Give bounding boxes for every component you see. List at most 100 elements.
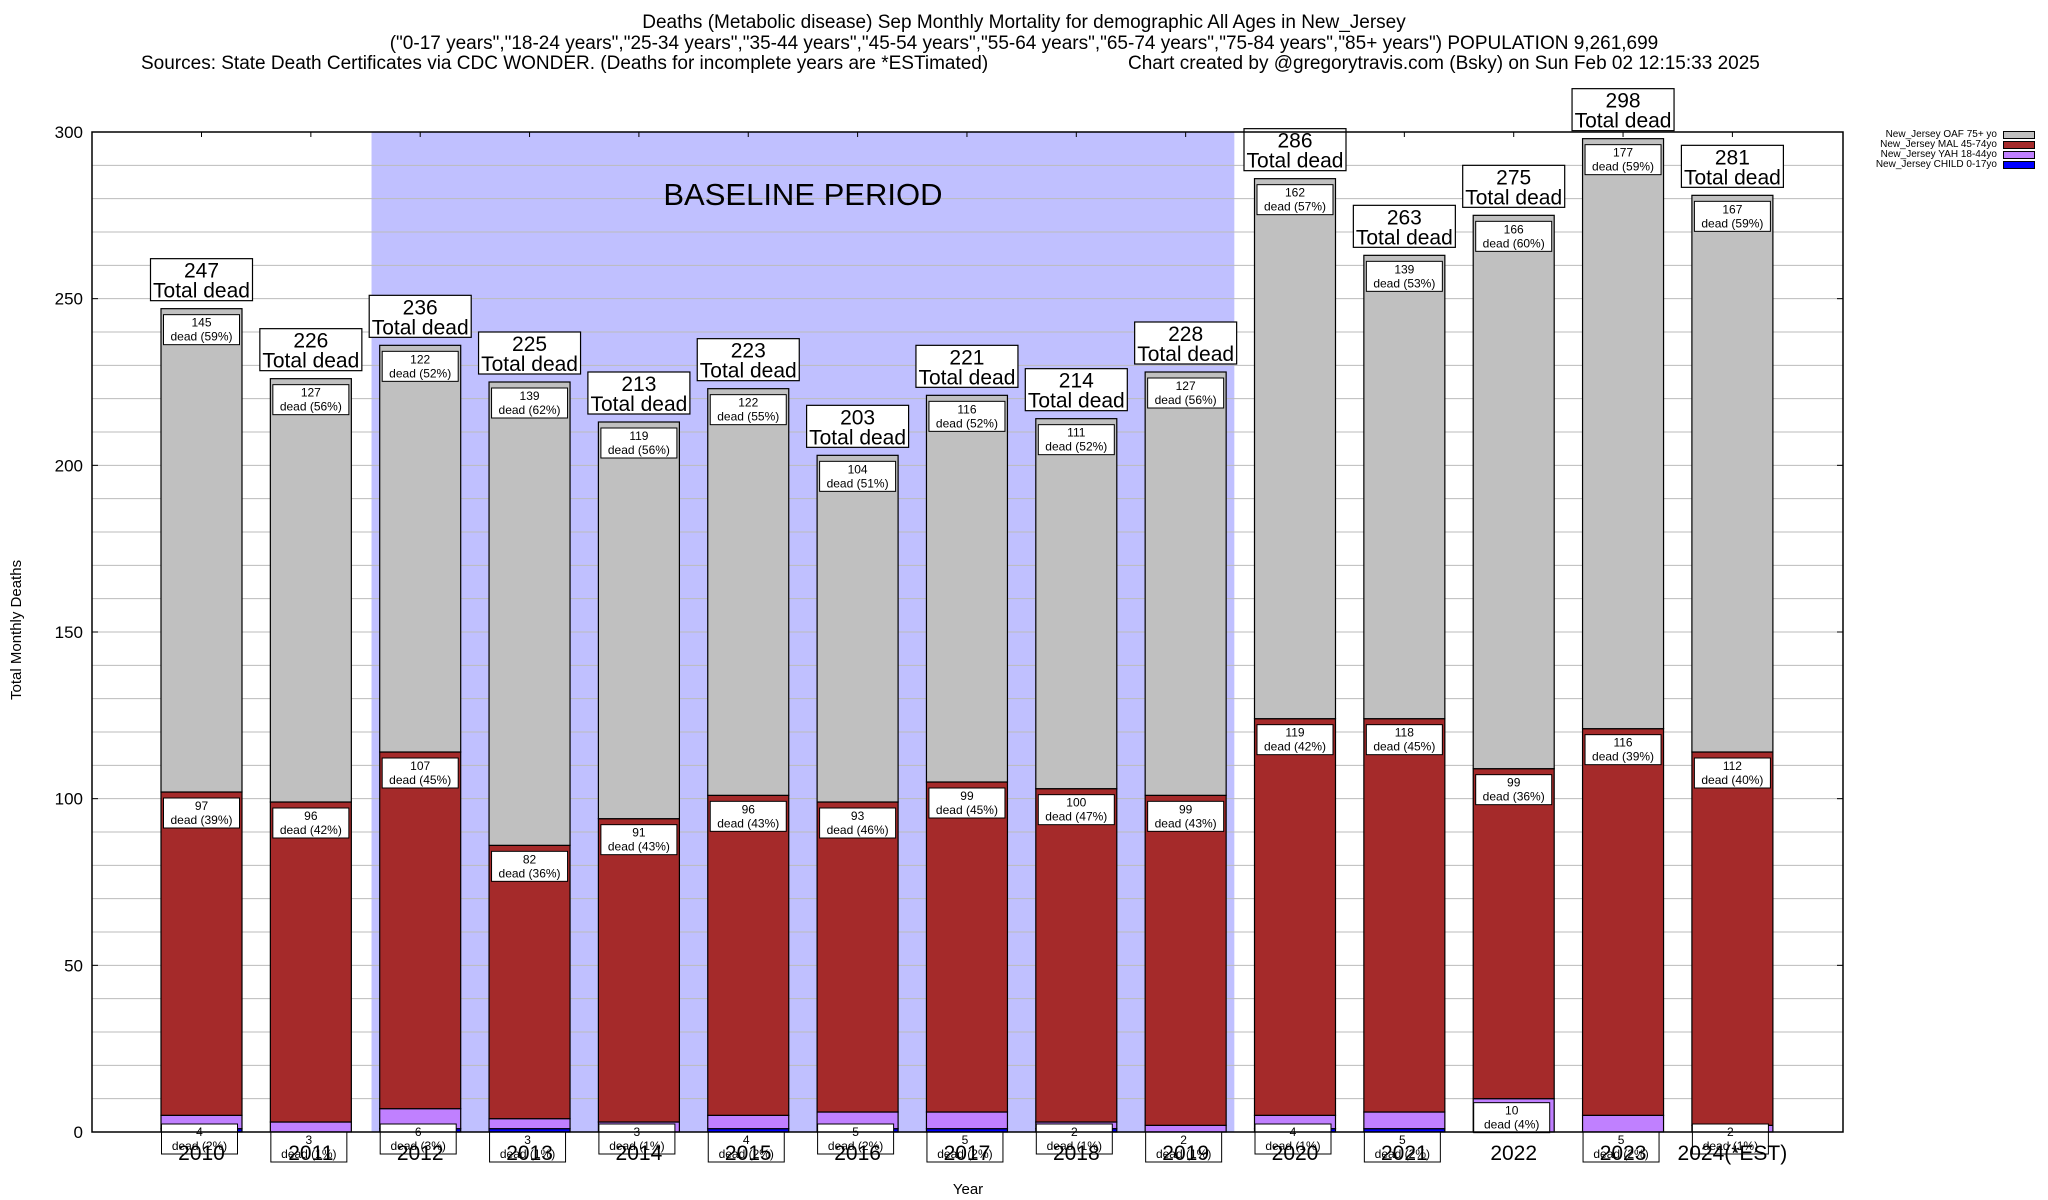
yah-segment-label-pct: dead (4%)	[1484, 1118, 1539, 1132]
mal-segment-label-box	[819, 807, 897, 839]
yah-segment-label-pct: dead (2%)	[719, 1147, 774, 1161]
chart-title: Deaths (Metabolic disease) Sep Monthly M…	[642, 12, 1406, 33]
total-dead-label: Total dead	[1247, 150, 1344, 173]
total-value-label: 225	[512, 333, 547, 356]
oaf-segment-label-box	[928, 400, 1006, 432]
legend: New_Jersey OAF 75+ yo New_Jersey MAL 45-…	[1876, 130, 2035, 170]
total-value-label: 228	[1168, 323, 1203, 346]
mal-segment-label-box	[709, 800, 787, 832]
total-value-label: 247	[184, 260, 219, 283]
mal-segment-label-pct: dead (45%)	[936, 803, 998, 817]
oaf-segment-label-value: 111	[1067, 426, 1086, 440]
yah-segment-label-box	[489, 1131, 567, 1163]
bar-segment	[1035, 788, 1118, 1123]
bar-segment	[707, 1114, 790, 1130]
bar-segment	[1363, 254, 1446, 720]
total-value-label: 286	[1277, 130, 1312, 153]
mal-segment-label-pct: dead (36%)	[1483, 790, 1545, 804]
legend-swatch	[2003, 151, 2035, 159]
total-value-label: 275	[1496, 166, 1531, 189]
legend-item: New_Jersey YAH 18-44yo	[1876, 150, 2035, 160]
y-tick-label: 100	[55, 790, 83, 809]
yah-segment-label-pct: dead (1%)	[281, 1147, 336, 1161]
total-label-box	[587, 371, 691, 415]
total-dead-label: Total dead	[590, 393, 687, 416]
bar-segment	[1253, 718, 1337, 1116]
bar-segment	[707, 388, 790, 796]
mal-segment-label-box	[928, 787, 1006, 819]
total-value-label: 213	[621, 373, 656, 396]
mal-segment-label-value: 112	[1723, 759, 1742, 773]
total-dead-label: Total dead	[809, 426, 906, 449]
bar-segment	[1581, 138, 1665, 730]
bar-segment	[269, 801, 352, 1123]
yah-segment-label-box	[161, 1123, 238, 1155]
mal-segment-label-pct: dead (45%)	[1373, 740, 1435, 754]
y-tick-label: 50	[64, 956, 83, 975]
baseline-period-label: BASELINE PERIOD	[663, 177, 942, 212]
oaf-segment-label-value: 116	[957, 402, 976, 416]
mal-segment-label-box	[163, 797, 240, 829]
yah-segment-label-box	[1691, 1123, 1769, 1155]
total-label-box	[149, 258, 254, 302]
legend-item: New_Jersey OAF 75+ yo	[1876, 130, 2035, 140]
x-tick-label: 2024(*EST)	[1678, 1142, 1788, 1165]
mal-segment-label-pct: dead (36%)	[499, 866, 561, 880]
yah-segment-label-box	[926, 1131, 1004, 1163]
x-tick-label: 2013	[506, 1142, 553, 1165]
bar-segment	[1472, 214, 1555, 770]
total-dead-label: Total dead	[372, 316, 469, 339]
total-label-box	[915, 344, 1019, 388]
bar-segment	[1144, 371, 1227, 796]
bar-segment	[379, 344, 462, 753]
x-tick-label: 2022	[1490, 1142, 1537, 1165]
x-tick-label: 2019	[1162, 1142, 1209, 1165]
y-tick-label: 0	[74, 1123, 83, 1142]
total-label-box	[1024, 368, 1128, 412]
x-axis-label: Year	[953, 1181, 983, 1198]
y-tick-label: 150	[55, 623, 83, 642]
total-dead-label: Total dead	[1575, 110, 1672, 133]
mal-segment-label-value: 99	[1179, 802, 1193, 816]
legend-label: New_Jersey MAL 45-74yo	[1880, 139, 1997, 150]
oaf-segment-label-pct: dead (60%)	[1483, 236, 1545, 250]
mal-segment-label-pct: dead (42%)	[1264, 740, 1326, 754]
total-value-label: 281	[1715, 146, 1750, 169]
bar-segment	[379, 751, 462, 1110]
mal-segment-label-box	[381, 757, 459, 789]
total-value-label: 203	[840, 406, 875, 429]
legend-swatch	[2003, 161, 2035, 169]
total-dead-label: Total dead	[1684, 166, 1781, 189]
x-tick-label: 2020	[1272, 1142, 1319, 1165]
yah-segment-label-value: 10	[1505, 1104, 1519, 1118]
total-dead-label: Total dead	[1137, 343, 1234, 366]
yah-segment-label-pct: dead (1%)	[609, 1139, 664, 1153]
yah-segment-label-box	[1145, 1131, 1223, 1163]
oaf-segment-label-pct: dead (52%)	[1045, 440, 1107, 454]
total-label-box	[477, 331, 582, 375]
yah-segment-label-value: 3	[524, 1133, 531, 1147]
mal-segment-label-box	[1037, 794, 1115, 826]
total-label-box	[1134, 321, 1238, 365]
oaf-segment-label-value: 145	[191, 316, 211, 330]
mal-segment-label-value: 99	[1507, 776, 1521, 790]
oaf-segment-label-box	[1475, 220, 1553, 252]
legend-label: New_Jersey OAF 75+ yo	[1885, 129, 1997, 140]
oaf-segment-label-pct: dead (62%)	[499, 403, 561, 417]
bar-segment	[1144, 1124, 1227, 1133]
oaf-segment-label-value: 177	[1613, 146, 1633, 160]
oaf-segment-label-value: 139	[520, 389, 540, 403]
total-label-box	[696, 338, 800, 382]
bar-segment	[488, 1118, 571, 1130]
oaf-segment-label-box	[163, 314, 240, 346]
yah-segment-label-pct: dead (1%)	[1047, 1139, 1102, 1153]
yah-segment-label-value: 3	[306, 1133, 313, 1147]
mal-segment-label-value: 82	[523, 852, 537, 866]
oaf-segment-label-value: 122	[738, 396, 758, 410]
bar-segment	[488, 844, 571, 1120]
total-value-label: 223	[731, 340, 766, 363]
bar-segment	[160, 791, 243, 1116]
yah-segment-label-pct: dead (2%)	[1375, 1147, 1430, 1161]
legend-label: New_Jersey YAH 18-44yo	[1880, 149, 1997, 160]
bar-segment	[1363, 1111, 1446, 1130]
